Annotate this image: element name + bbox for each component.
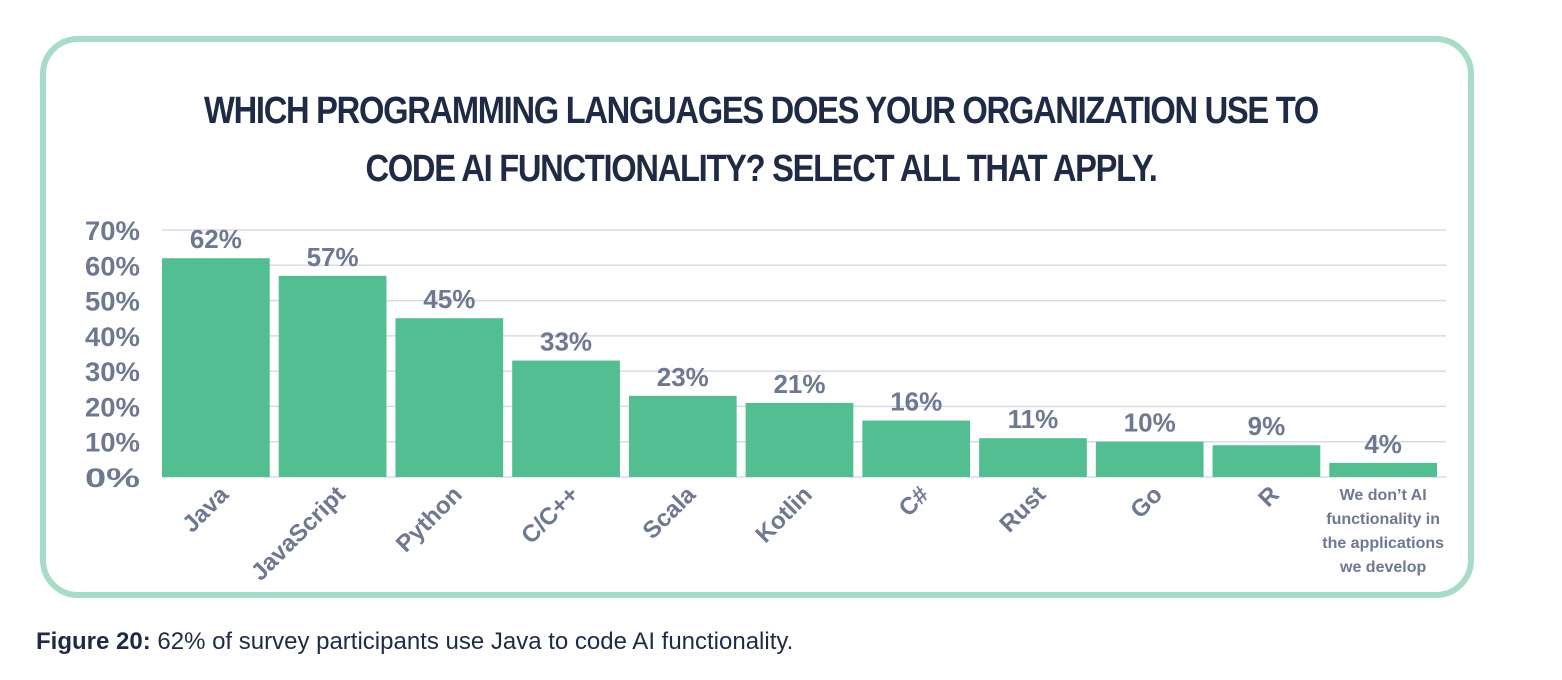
bar [1329, 462, 1437, 477]
x-tick-label: Rust [994, 481, 1051, 538]
x-tick-label: Kotlin [751, 481, 818, 548]
y-tick-label: 40% [85, 322, 140, 352]
x-tick-label: Go [1125, 481, 1168, 524]
y-tick-label: 70% [85, 216, 140, 246]
bar [1212, 445, 1321, 477]
data-label: 16% [890, 387, 942, 417]
x-tick-label: C/C++ [516, 481, 584, 549]
bar [628, 395, 737, 477]
y-tick-label: 30% [85, 357, 140, 387]
x-tick-label-line: we develop [1339, 559, 1426, 576]
x-tick-label: JavaScript [246, 481, 351, 586]
bar [512, 360, 620, 477]
figure-caption: Figure 20: 62% of survey participants us… [36, 628, 793, 656]
bar [979, 438, 1087, 477]
data-label: 33% [540, 327, 592, 357]
x-tick-label: Python [391, 481, 468, 558]
bar [1095, 441, 1204, 477]
data-label: 45% [423, 284, 475, 314]
y-tick-label: 20% [85, 392, 140, 422]
x-tick-label-line: We don’t AI [1340, 487, 1427, 504]
caption-label: Figure 20: [36, 628, 151, 655]
caption-text: 62% of survey participants use Java to c… [150, 628, 794, 655]
x-tick-label: Scala [638, 481, 702, 545]
y-tick-label: 60% [85, 251, 140, 281]
x-tick-label-line: the applications [1322, 535, 1444, 552]
data-label: 62% [190, 224, 242, 254]
data-label: 21% [773, 369, 825, 399]
data-label: 10% [1124, 408, 1176, 438]
bar [162, 258, 270, 477]
bar [862, 420, 971, 477]
data-label: 57% [307, 242, 359, 272]
data-label: 9% [1248, 411, 1286, 441]
x-tick-label: C# [894, 481, 935, 522]
bar [395, 318, 504, 477]
chart-title: WHICH PROGRAMMING LANGUAGES DOES YOUR OR… [204, 90, 1319, 190]
y-tick-label: 10% [85, 428, 140, 458]
x-tick-label: Java [177, 481, 234, 538]
data-label: 4% [1364, 429, 1402, 459]
x-tick-label-line: functionality in [1326, 511, 1440, 528]
y-tick-label: 0% [85, 463, 140, 493]
bar [278, 275, 387, 477]
y-tick-label: 50% [85, 287, 140, 317]
data-label: 23% [657, 362, 709, 392]
bar [745, 402, 854, 477]
data-label: 11% [1008, 404, 1059, 434]
